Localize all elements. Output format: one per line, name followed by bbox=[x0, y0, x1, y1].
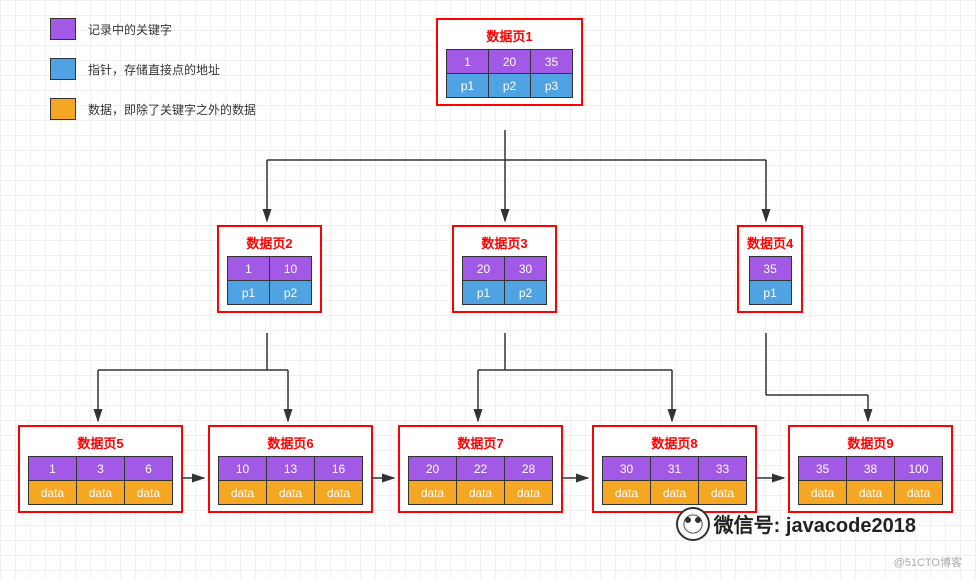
data-cell: data bbox=[315, 481, 363, 505]
node-table: 12035 p1p2p3 bbox=[446, 49, 573, 98]
key-cell: 38 bbox=[847, 457, 895, 481]
legend: 记录中的关键字指针，存储直接点的地址数据，即除了关键字之外的数据 bbox=[50, 18, 256, 138]
key-cell: 28 bbox=[505, 457, 553, 481]
key-cell: 1 bbox=[29, 457, 77, 481]
key-cell: 1 bbox=[228, 257, 270, 281]
node-n2: 数据页2 110p1p2 bbox=[217, 225, 322, 313]
wechat-icon bbox=[676, 507, 710, 541]
node-title: 数据页7 bbox=[408, 433, 553, 452]
key-cell: 33 bbox=[699, 457, 747, 481]
legend-swatch bbox=[50, 18, 76, 40]
legend-label: 指针，存储直接点的地址 bbox=[88, 61, 220, 78]
key-cell: 10 bbox=[270, 257, 312, 281]
key-cell: 31 bbox=[651, 457, 699, 481]
node-table: 110p1p2 bbox=[227, 256, 312, 305]
ptr-cell: p1 bbox=[447, 74, 489, 98]
data-cell: data bbox=[409, 481, 457, 505]
legend-label: 数据，即除了关键字之外的数据 bbox=[88, 101, 256, 118]
legend-item: 数据，即除了关键字之外的数据 bbox=[50, 98, 256, 120]
key-cell: 16 bbox=[315, 457, 363, 481]
data-cell: data bbox=[457, 481, 505, 505]
data-cell: data bbox=[603, 481, 651, 505]
node-title: 数据页3 bbox=[462, 233, 547, 252]
node-l7: 数据页7202228datadatadata bbox=[398, 425, 563, 513]
node-title: 数据页5 bbox=[28, 433, 173, 452]
key-cell: 30 bbox=[505, 257, 547, 281]
node-title: 数据页9 bbox=[798, 433, 943, 452]
key-cell: 1 bbox=[447, 50, 489, 74]
node-n3: 数据页3 2030p1p2 bbox=[452, 225, 557, 313]
key-cell: 10 bbox=[219, 457, 267, 481]
node-title: 数据页1 bbox=[446, 26, 573, 45]
attribution: @51CTO博客 bbox=[894, 554, 962, 570]
node-title: 数据页8 bbox=[602, 433, 747, 452]
ptr-cell: p3 bbox=[531, 74, 573, 98]
key-cell: 30 bbox=[603, 457, 651, 481]
key-cell: 20 bbox=[489, 50, 531, 74]
node-title: 数据页6 bbox=[218, 433, 363, 452]
key-cell: 6 bbox=[125, 457, 173, 481]
ptr-cell: p1 bbox=[463, 281, 505, 305]
data-cell: data bbox=[77, 481, 125, 505]
legend-label: 记录中的关键字 bbox=[88, 21, 172, 38]
legend-item: 指针，存储直接点的地址 bbox=[50, 58, 256, 80]
node-table: 136datadatadata bbox=[28, 456, 173, 505]
node-title: 数据页4 bbox=[747, 233, 793, 252]
key-cell: 35 bbox=[799, 457, 847, 481]
ptr-cell: p2 bbox=[505, 281, 547, 305]
ptr-cell: p1 bbox=[228, 281, 270, 305]
key-cell: 35 bbox=[749, 257, 791, 281]
key-cell: 13 bbox=[267, 457, 315, 481]
node-l6: 数据页6101316datadatadata bbox=[208, 425, 373, 513]
node-table: 35p1 bbox=[749, 256, 792, 305]
key-cell: 22 bbox=[457, 457, 505, 481]
node-l5: 数据页5136datadatadata bbox=[18, 425, 183, 513]
key-cell: 20 bbox=[463, 257, 505, 281]
node-root: 数据页1 12035 p1p2p3 bbox=[436, 18, 583, 106]
node-table: 202228datadatadata bbox=[408, 456, 553, 505]
watermark-text: 微信号: javacode2018 bbox=[714, 515, 916, 537]
ptr-cell: p2 bbox=[270, 281, 312, 305]
legend-item: 记录中的关键字 bbox=[50, 18, 256, 40]
data-cell: data bbox=[267, 481, 315, 505]
watermark: 微信号: javacode2018 bbox=[676, 498, 916, 538]
data-cell: data bbox=[125, 481, 173, 505]
node-table: 2030p1p2 bbox=[462, 256, 547, 305]
legend-swatch bbox=[50, 98, 76, 120]
ptr-cell: p1 bbox=[749, 281, 791, 305]
node-title: 数据页2 bbox=[227, 233, 312, 252]
ptr-cell: p2 bbox=[489, 74, 531, 98]
key-cell: 3 bbox=[77, 457, 125, 481]
data-cell: data bbox=[505, 481, 553, 505]
legend-swatch bbox=[50, 58, 76, 80]
key-cell: 35 bbox=[531, 50, 573, 74]
node-n4: 数据页4 35p1 bbox=[737, 225, 803, 313]
key-cell: 20 bbox=[409, 457, 457, 481]
data-cell: data bbox=[29, 481, 77, 505]
key-cell: 100 bbox=[895, 457, 943, 481]
data-cell: data bbox=[219, 481, 267, 505]
node-table: 101316datadatadata bbox=[218, 456, 363, 505]
